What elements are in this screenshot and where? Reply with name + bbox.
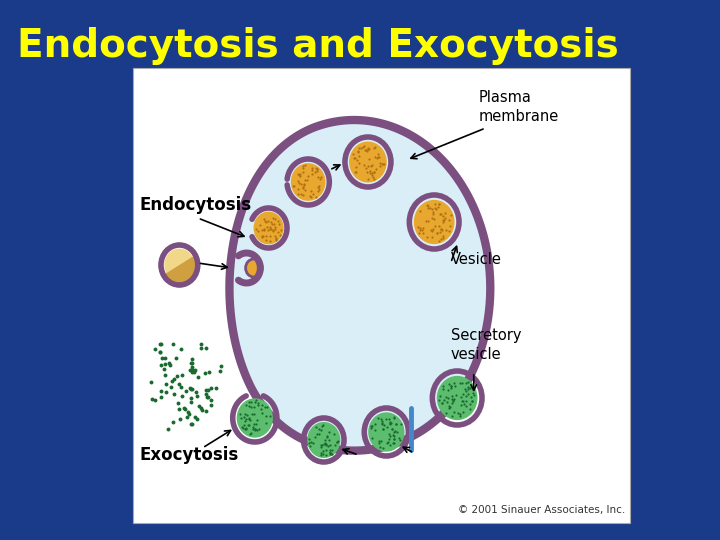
Circle shape — [291, 163, 325, 201]
Circle shape — [414, 200, 454, 244]
Text: Endocytosis: Endocytosis — [140, 196, 252, 214]
Text: Secretory
vesicle: Secretory vesicle — [451, 328, 521, 362]
Circle shape — [368, 413, 405, 451]
Circle shape — [253, 212, 284, 245]
Text: Vesicle: Vesicle — [451, 253, 502, 267]
Circle shape — [307, 422, 341, 458]
Polygon shape — [230, 120, 490, 450]
Bar — [133, 68, 630, 523]
Circle shape — [237, 399, 273, 438]
Circle shape — [164, 248, 194, 281]
Text: Exocytosis: Exocytosis — [140, 446, 239, 464]
Circle shape — [437, 376, 477, 420]
Circle shape — [349, 141, 387, 183]
Text: Endocytosis and Exocytosis: Endocytosis and Exocytosis — [17, 27, 618, 65]
Text: © 2001 Sinauer Associates, Inc.: © 2001 Sinauer Associates, Inc. — [458, 505, 626, 515]
Text: Plasma
membrane: Plasma membrane — [478, 90, 559, 124]
Wedge shape — [163, 255, 198, 285]
Circle shape — [246, 259, 262, 277]
